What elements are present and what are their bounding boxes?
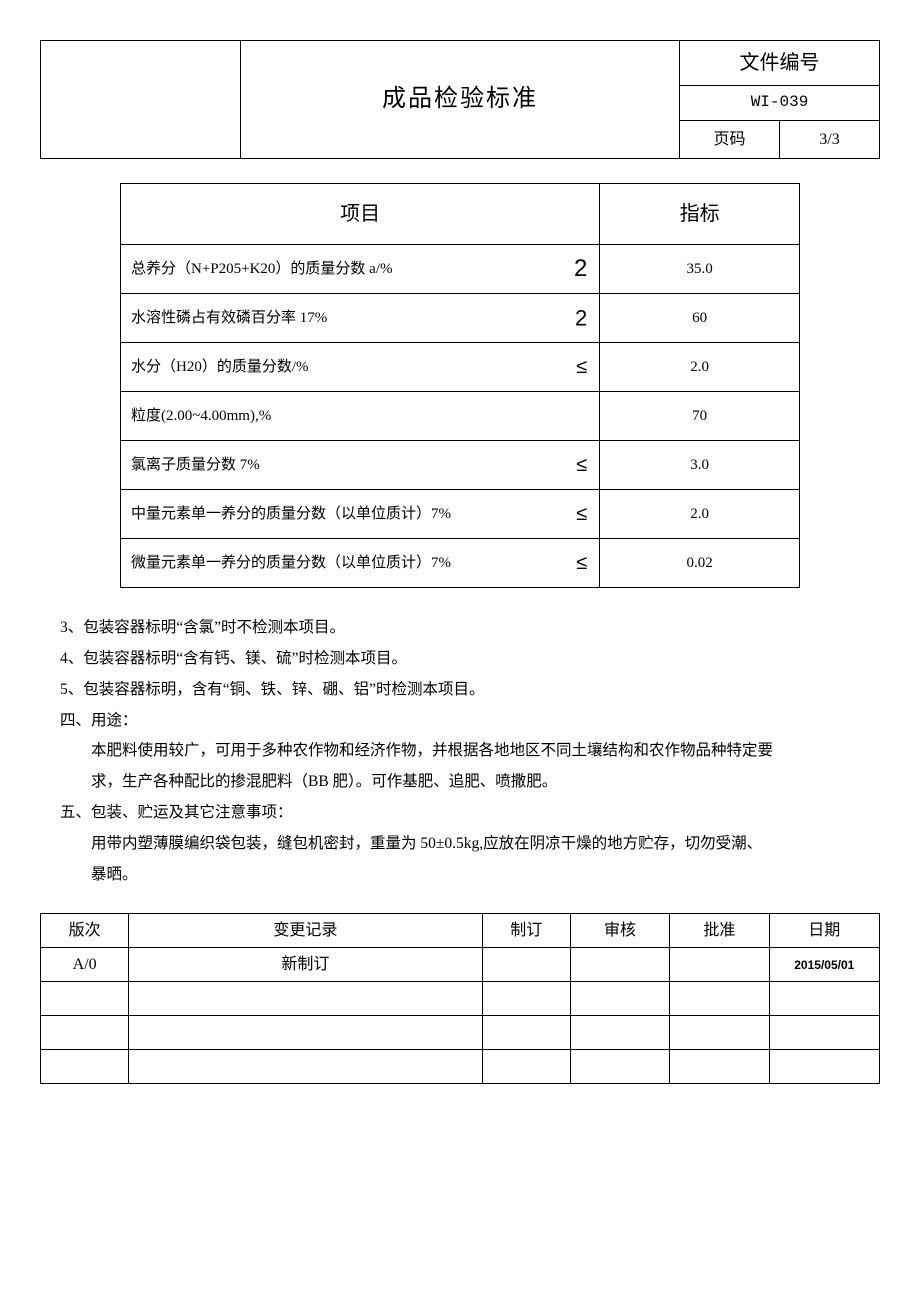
- rev-draft: [482, 948, 570, 982]
- revision-row: [41, 982, 880, 1016]
- doc-number: WI-039: [680, 86, 880, 121]
- spec-row: 中量元素单一养分的质量分数（以单位质计）7% ≤2.0: [121, 490, 800, 539]
- spec-item-text: 总养分（N+P205+K20）的质量分数 a/%: [131, 257, 393, 281]
- rev-date-cell: [769, 1050, 879, 1084]
- page-value: 3/3: [780, 120, 880, 159]
- rev-change: 新制订: [129, 948, 482, 982]
- rev-date: 2015/05/01: [794, 958, 854, 972]
- rev-review: [570, 948, 669, 982]
- spec-item-text: 水溶性磷占有效磷百分率 17%: [131, 306, 327, 330]
- rev-col-version: 版次: [41, 914, 129, 948]
- rev-review: [570, 1050, 669, 1084]
- header-logo-cell: [41, 41, 241, 159]
- spec-operator: ≤: [576, 547, 587, 579]
- rev-col-review: 审核: [570, 914, 669, 948]
- rev-col-approve: 批准: [670, 914, 769, 948]
- rev-change: [129, 1050, 482, 1084]
- spec-indicator-cell: 35.0: [600, 245, 800, 294]
- spec-item-text: 中量元素单一养分的质量分数（以单位质计）7%: [131, 502, 451, 526]
- body-text: 3、包装容器标明“含氯”时不检测本项目。 4、包装容器标明“含有钙、镁、硫”时检…: [60, 616, 880, 887]
- rev-version: [41, 1050, 129, 1084]
- rev-version: [41, 982, 129, 1016]
- spec-col-item: 项目: [121, 184, 600, 245]
- page: 成品检验标准 文件编号 WI-039 页码 3/3 项目 指标 总养分（N+P2…: [40, 40, 880, 1084]
- spec-item-text: 微量元素单一养分的质量分数（以单位质计）7%: [131, 551, 451, 575]
- spec-table: 项目 指标 总养分（N+P205+K20）的质量分数 a/%235.0水溶性磷占…: [120, 183, 800, 588]
- rev-review: [570, 982, 669, 1016]
- rev-draft: [482, 1016, 570, 1050]
- note-5: 5、包装容器标明，含有“铜、铁、锌、硼、铝”时检测本项目。: [60, 678, 880, 703]
- rev-col-date: 日期: [769, 914, 879, 948]
- spec-item-cell: 氯离子质量分数 7% ≤: [121, 441, 600, 490]
- spec-operator: 2: [574, 250, 587, 288]
- spec-operator: ≤: [576, 498, 587, 530]
- rev-col-change: 变更记录: [129, 914, 482, 948]
- rev-approve: [670, 1016, 769, 1050]
- revision-table: 版次 变更记录 制订 审核 批准 日期 A/0新制订 2015/05/01: [40, 913, 880, 1084]
- rev-date-cell: [769, 1016, 879, 1050]
- revision-row: A/0新制订 2015/05/01: [41, 948, 880, 982]
- rev-change: [129, 982, 482, 1016]
- rev-approve: [670, 1050, 769, 1084]
- rev-draft: [482, 1050, 570, 1084]
- revision-row: [41, 1050, 880, 1084]
- spec-item-text: 水分（H20）的质量分数/%: [131, 355, 309, 379]
- rev-draft: [482, 982, 570, 1016]
- spec-operator: ≤: [576, 449, 587, 481]
- section-4-line2: 求，生产各种配比的掺混肥料（BB 肥）。可作基肥、追肥、喷撒肥。: [60, 770, 880, 795]
- spec-row: 总养分（N+P205+K20）的质量分数 a/% 2 35.0: [121, 245, 800, 294]
- spec-item-cell: 水溶性磷占有效磷百分率 17% 2: [121, 294, 600, 343]
- spec-indicator-cell: 0.02: [600, 539, 800, 588]
- spec-row: 粒度(2.00~4.00mm),% 70: [121, 392, 800, 441]
- spec-indicator-cell: 60: [600, 294, 800, 343]
- page-label: 页码: [680, 120, 780, 159]
- rev-date-cell: 2015/05/01: [769, 948, 879, 982]
- spec-row: 水分（H20）的质量分数/% ≤2.0: [121, 343, 800, 392]
- rev-version: A/0: [41, 948, 129, 982]
- spec-indicator-cell: 2.0: [600, 343, 800, 392]
- doc-number-label: 文件编号: [680, 41, 880, 86]
- spec-item-cell: 总养分（N+P205+K20）的质量分数 a/% 2: [121, 245, 600, 294]
- note-4: 4、包装容器标明“含有钙、镁、硫”时检测本项目。: [60, 647, 880, 672]
- spec-row: 氯离子质量分数 7% ≤3.0: [121, 441, 800, 490]
- rev-approve: [670, 948, 769, 982]
- rev-version: [41, 1016, 129, 1050]
- spec-table-wrap: 项目 指标 总养分（N+P205+K20）的质量分数 a/%235.0水溶性磷占…: [120, 183, 800, 588]
- rev-date-cell: [769, 982, 879, 1016]
- rev-approve: [670, 982, 769, 1016]
- document-header: 成品检验标准 文件编号 WI-039 页码 3/3: [40, 40, 880, 159]
- section-5-line2: 暴晒。: [60, 863, 880, 888]
- rev-review: [570, 1016, 669, 1050]
- spec-item-cell: 微量元素单一养分的质量分数（以单位质计）7% ≤: [121, 539, 600, 588]
- revision-row: [41, 1016, 880, 1050]
- section-4-title: 四、用途：: [60, 709, 880, 734]
- rev-change: [129, 1016, 482, 1050]
- spec-indicator-cell: 3.0: [600, 441, 800, 490]
- spec-item-cell: 水分（H20）的质量分数/% ≤: [121, 343, 600, 392]
- spec-item-text: 粒度(2.00~4.00mm),%: [131, 404, 271, 428]
- spec-indicator-cell: 2.0: [600, 490, 800, 539]
- section-5-line1: 用带内塑薄膜编织袋包装，缝包机密封，重量为 50±0.5kg,应放在阴凉干燥的地…: [60, 832, 880, 857]
- spec-col-indicator: 指标: [600, 184, 800, 245]
- spec-row: 水溶性磷占有效磷百分率 17% 2 60: [121, 294, 800, 343]
- spec-item-text: 氯离子质量分数 7%: [131, 453, 260, 477]
- document-title: 成品检验标准: [241, 41, 680, 159]
- spec-item-cell: 中量元素单一养分的质量分数（以单位质计）7% ≤: [121, 490, 600, 539]
- spec-operator: 2: [575, 301, 587, 336]
- spec-item-cell: 粒度(2.00~4.00mm),%: [121, 392, 600, 441]
- spec-row: 微量元素单一养分的质量分数（以单位质计）7% ≤0.02: [121, 539, 800, 588]
- section-4-line1: 本肥料使用较广，可用于多种农作物和经济作物，并根据各地地区不同土壤结构和农作物品…: [60, 739, 880, 764]
- spec-indicator-cell: 70: [600, 392, 800, 441]
- section-5-title: 五、包装、贮运及其它注意事项：: [60, 801, 880, 826]
- rev-col-draft: 制订: [482, 914, 570, 948]
- note-3: 3、包装容器标明“含氯”时不检测本项目。: [60, 616, 880, 641]
- spec-operator: ≤: [576, 351, 587, 383]
